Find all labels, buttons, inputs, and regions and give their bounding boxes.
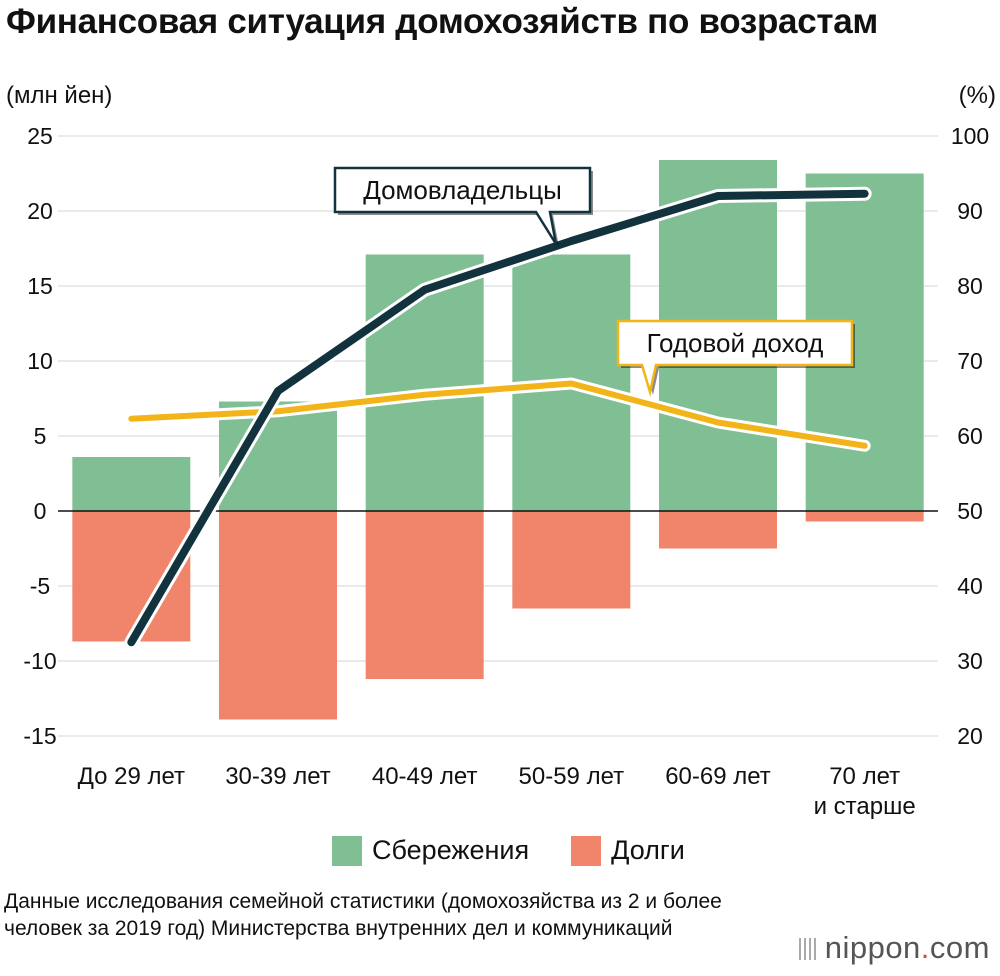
left-axis-ticks: 25 20 15 10 5 0 -5 -10 -15 xyxy=(23,123,56,749)
right-axis-ticks: 100 90 80 70 60 50 40 30 20 xyxy=(951,123,989,749)
owners-callout-box xyxy=(333,166,592,245)
savings-bar xyxy=(72,457,191,511)
brand-name: nippon xyxy=(824,930,921,965)
series-lines xyxy=(124,186,872,650)
income-line xyxy=(128,380,868,449)
category-label: 30-39 лет xyxy=(225,763,331,790)
debt-bar xyxy=(805,511,924,522)
right-tick-label: 50 xyxy=(957,498,983,524)
left-tick-label: 10 xyxy=(27,348,53,374)
left-axis-unit: (млн йен) xyxy=(6,82,113,109)
right-tick-label: 90 xyxy=(957,198,983,224)
legend-label-savings: Сбережения xyxy=(372,835,530,865)
right-tick-label: 40 xyxy=(957,573,983,599)
category-label: 50-59 лет xyxy=(519,763,625,790)
left-tick-label: 5 xyxy=(34,423,47,449)
brand-mark-icon xyxy=(798,938,817,960)
category-label: До 29 лет xyxy=(78,763,185,790)
left-tick-label: -5 xyxy=(30,573,50,599)
left-tick-label: 20 xyxy=(27,198,53,224)
brand-logo: nippon.com xyxy=(798,930,990,966)
legend-swatch-debts xyxy=(571,835,602,866)
source-note: Данные исследования семейной статистики … xyxy=(4,890,722,940)
category-label: 70 лет и старше xyxy=(814,763,916,820)
owners-line xyxy=(127,189,869,647)
category-label: 60-69 лет xyxy=(665,763,771,790)
right-tick-label: 100 xyxy=(951,123,989,149)
legend: Сбережения Долги xyxy=(332,835,727,866)
right-tick-label: 60 xyxy=(957,423,983,449)
left-tick-label: -15 xyxy=(23,723,56,749)
legend-label-debts: Долги xyxy=(611,835,685,865)
legend-swatch-savings xyxy=(332,835,362,866)
callouts: Домовладельцы Годовой доход xyxy=(333,166,855,397)
right-tick-label: 70 xyxy=(957,348,983,374)
right-tick-label: 30 xyxy=(957,648,983,674)
income-callout-text: Годовой доход xyxy=(647,328,824,358)
owners-callout-text: Домовладельцы xyxy=(363,175,562,205)
debt-bar xyxy=(219,511,337,720)
debt-bar xyxy=(365,511,484,679)
left-tick-label: 0 xyxy=(34,498,47,524)
category-labels: До 29 лет 30-39 лет 40-49 лет 50-59 лет 60-6… xyxy=(78,763,916,820)
legend-item-debts: Долги xyxy=(571,835,685,866)
brand-dot: . xyxy=(920,930,930,965)
brand-suffix: com xyxy=(929,930,990,965)
debt-bar xyxy=(512,511,631,609)
left-tick-label: 25 xyxy=(27,123,53,149)
right-tick-label: 20 xyxy=(957,723,983,749)
right-axis-unit: (%) xyxy=(958,82,996,109)
debt-bar xyxy=(659,511,777,549)
chart-title: Финансовая ситуация домохозяйств по возр… xyxy=(6,2,878,41)
legend-item-savings: Сбережения xyxy=(332,835,529,866)
income-callout-box xyxy=(616,319,854,397)
category-label: 40-49 лет xyxy=(372,763,478,790)
left-tick-label: -10 xyxy=(23,648,56,674)
right-tick-label: 80 xyxy=(957,273,983,299)
left-tick-label: 15 xyxy=(27,273,53,299)
